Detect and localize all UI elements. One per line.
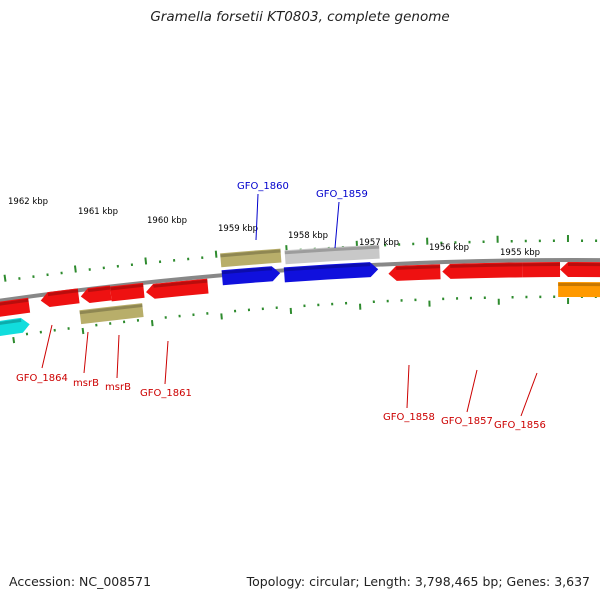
label-leader-line [83, 331, 89, 374]
tick-mark [73, 265, 77, 273]
gene-orange-block[interactable] [558, 282, 600, 298]
gene-gfo-1864-arrow[interactable] [0, 297, 31, 317]
label-leaders [41, 193, 538, 417]
kbp-label: 1958 kbp [288, 231, 328, 241]
gene-gfo-1858-arrow-shade [396, 265, 441, 270]
gene-label-gfo-1857[interactable]: GFO_1857 [441, 416, 493, 427]
gene-gfo-1859-arrow[interactable] [283, 262, 379, 283]
kbp-label: 1960 kbp [147, 216, 187, 226]
gene-label-msrb-2[interactable]: msrB [105, 382, 131, 393]
label-leader-line [520, 372, 538, 417]
tick-mark [220, 313, 223, 320]
tick-mark [12, 336, 16, 344]
gene-gfo-1860-block[interactable] [220, 248, 282, 268]
label-leader-line [334, 201, 340, 249]
gene-cyan-block[interactable] [0, 317, 30, 336]
gene-label-gfo-1856[interactable]: GFO_1856 [494, 420, 546, 431]
label-leader-line [466, 369, 478, 413]
gene-gfo-1864-arrow-shade [0, 298, 29, 306]
gene-gfo-1861-arrow[interactable] [145, 278, 209, 299]
gene-red-arrow-1-shade [47, 289, 79, 297]
gene-label-gfo-1860[interactable]: GFO_1860 [237, 181, 289, 192]
kbp-label: 1961 kbp [78, 207, 118, 217]
label-leader-line [406, 364, 410, 409]
kbp-label: 1962 kbp [8, 197, 48, 207]
gene-label-gfo-1864[interactable]: GFO_1864 [16, 373, 68, 384]
gene-gfo-1857-arrow-shade [450, 263, 523, 268]
gene-gfo-1858-arrow[interactable] [388, 264, 441, 281]
gene-msrb-arrow-1-shade [87, 286, 111, 293]
gene-gfo-1860-arrow[interactable] [221, 266, 281, 286]
tick-mark [150, 320, 154, 327]
gene-label-gfo-1859[interactable]: GFO_1859 [316, 189, 368, 200]
gene-label-gfo-1861[interactable]: GFO_1861 [140, 388, 192, 399]
gene-gfo-1859-arrow-shade [283, 263, 371, 272]
gene-msrb-arrow-1[interactable] [80, 285, 112, 304]
gene-gfo-1856-arrow[interactable] [522, 262, 561, 278]
gene-khaki-reverse-block[interactable] [79, 303, 144, 325]
gene-labels: GFO_1860 GFO_1859 GFO_1864 msrB msrB GFO… [16, 181, 546, 431]
genome-summary: Topology: circular; Length: 3,798,465 bp… [246, 574, 590, 589]
label-leader-line [164, 340, 169, 385]
tick-mark [214, 250, 218, 258]
gene-msrb-arrow-2-shade [110, 283, 144, 291]
kbp-label: 1955 kbp [500, 248, 540, 258]
gene-gfo-1860-arrow-shade [221, 267, 272, 275]
gene-label-msrb-1[interactable]: msrB [73, 378, 99, 389]
gene-label-gfo-1858[interactable]: GFO_1858 [383, 412, 435, 423]
tick-mark [144, 257, 148, 265]
gene-khaki-reverse-block-shade [79, 304, 143, 315]
gene-gfo-1857-arrow[interactable] [442, 262, 523, 279]
map-title: Gramella forsetii KT0803, complete genom… [150, 9, 450, 25]
gene-gfo-1859-block-shade [284, 245, 380, 255]
tick-mark [81, 327, 85, 335]
kbp-label: 1956 kbp [429, 243, 469, 253]
gene-features [0, 244, 600, 336]
label-leader-line [116, 334, 120, 379]
gene-gfo-1860-block-shade [220, 249, 281, 258]
gene-msrb-arrow-2[interactable] [110, 282, 145, 302]
gene-cyan-block-shade [0, 318, 22, 325]
accession-label: Accession: NC_008571 [9, 574, 152, 589]
kbp-label: 1959 kbp [218, 224, 258, 234]
gene-red-arrow-1[interactable] [40, 288, 80, 307]
label-leader-line [255, 193, 259, 241]
tick-mark [3, 274, 7, 282]
gene-gfo-1859-block[interactable] [284, 244, 380, 265]
kbp-label: 1957 kbp [359, 238, 399, 248]
kbp-labels: 1962 kbp 1961 kbp 1960 kbp 1959 kbp 1958… [8, 197, 540, 258]
gene-gfo-1861-arrow-shade [153, 279, 208, 288]
label-leader-line [41, 324, 53, 369]
gene-red-arrow-edge[interactable] [560, 262, 600, 278]
